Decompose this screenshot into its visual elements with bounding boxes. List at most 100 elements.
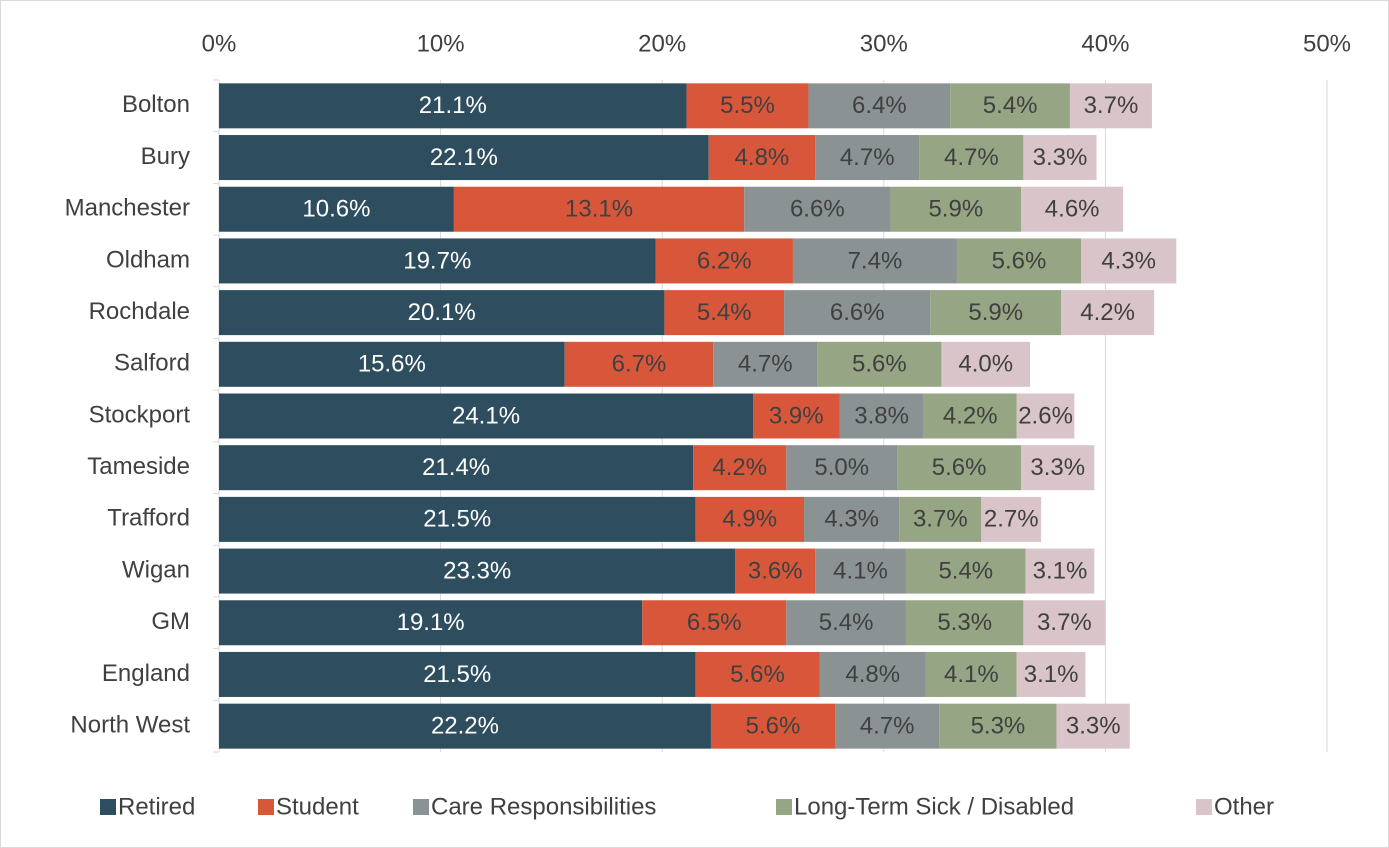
data-label: 5.0% (814, 454, 869, 481)
bar-segment (899, 496, 982, 542)
data-label: 4.1% (944, 661, 999, 688)
bar-segment (219, 135, 709, 181)
data-label: 6.2% (697, 247, 752, 274)
bar-segment (905, 600, 1024, 646)
data-label: 5.5% (720, 92, 775, 119)
y-tick-label: Wigan (122, 556, 190, 583)
bar-segment (693, 445, 787, 491)
data-label: 6.7% (612, 351, 667, 378)
data-label: 3.7% (913, 506, 968, 533)
bar-segment (930, 290, 1062, 336)
data-label: 20.1% (408, 299, 476, 326)
bar-segment (897, 445, 1022, 491)
y-tick-label: England (102, 660, 190, 687)
bar-segment (664, 290, 785, 336)
bar-segment (219, 238, 656, 284)
y-tick-label: North West (70, 711, 190, 738)
bar-segment (710, 703, 836, 749)
legend-swatch (413, 799, 429, 815)
data-label: 4.0% (958, 351, 1013, 378)
bar-segment (792, 238, 957, 284)
bar-segment (839, 393, 924, 439)
bar-segment (1016, 651, 1086, 697)
data-label: 6.6% (830, 299, 885, 326)
bar-segment (453, 186, 745, 232)
y-tick-label: GM (151, 608, 190, 635)
data-label: 5.4% (697, 299, 752, 326)
bar-segment (1069, 83, 1152, 129)
data-label: 5.4% (983, 92, 1038, 119)
bar-segment (219, 445, 694, 491)
data-label: 6.4% (852, 92, 907, 119)
data-label: 3.1% (1024, 661, 1079, 688)
data-label: 5.6% (992, 247, 1047, 274)
data-label: 10.6% (302, 196, 370, 223)
bar-segment (219, 651, 696, 697)
x-tick-label: 30% (860, 30, 908, 57)
bar-segment (786, 600, 906, 646)
bar-segment (1023, 135, 1097, 181)
data-label: 21.5% (423, 506, 491, 533)
bar-segment (219, 290, 665, 336)
bar-segment (815, 135, 920, 181)
bar-segment (1025, 548, 1095, 594)
legend-label: Retired (118, 793, 195, 820)
legend-label: Student (276, 793, 359, 820)
data-label: 4.7% (840, 144, 895, 171)
data-label: 5.9% (968, 299, 1023, 326)
data-label: 4.7% (944, 144, 999, 171)
bar-segment (941, 341, 1031, 387)
x-tick-label: 0% (202, 30, 237, 57)
data-label: 5.3% (971, 712, 1026, 739)
bar-segment (713, 341, 818, 387)
data-label: 3.3% (1030, 454, 1085, 481)
bar-segment (564, 341, 714, 387)
bar-segment (219, 703, 711, 749)
x-tick-label: 40% (1081, 30, 1129, 57)
bar-segment (981, 496, 1042, 542)
bar-segment (686, 83, 809, 129)
data-label: 3.8% (854, 402, 909, 429)
data-label: 19.7% (403, 247, 471, 274)
y-tick-label: Rochdale (89, 298, 190, 325)
legend-swatch (258, 799, 274, 815)
data-label: 2.7% (984, 506, 1039, 533)
data-label: 4.7% (738, 351, 793, 378)
data-label: 5.6% (746, 712, 801, 739)
bar-segment (890, 186, 1022, 232)
data-label: 7.4% (848, 247, 903, 274)
bar-segment (708, 135, 816, 181)
bar-segment (950, 83, 1070, 129)
bar-segment (219, 83, 687, 129)
legend-label: Long-Term Sick / Disabled (794, 793, 1074, 820)
data-label: 3.6% (748, 557, 803, 584)
bar-segment (939, 703, 1057, 749)
data-label: 3.9% (769, 402, 824, 429)
data-label: 6.5% (687, 609, 742, 636)
bar-segment (695, 651, 820, 697)
data-label: 3.7% (1084, 92, 1139, 119)
legend-label: Care Responsibilities (431, 793, 656, 820)
data-label: 5.3% (937, 609, 992, 636)
data-label: 24.1% (452, 402, 520, 429)
data-label: 5.4% (819, 609, 874, 636)
data-label: 5.6% (852, 351, 907, 378)
data-label: 4.2% (943, 402, 998, 429)
y-tick-label: Salford (114, 350, 190, 377)
legend-swatch (776, 799, 792, 815)
y-tick-label: Stockport (89, 401, 191, 428)
data-label: 3.1% (1033, 557, 1088, 584)
bar-segment (956, 238, 1082, 284)
legend-swatch (1196, 799, 1212, 815)
data-label: 21.1% (419, 92, 487, 119)
data-label: 15.6% (358, 351, 426, 378)
legend-label: Other (1214, 793, 1274, 820)
bar-segment (905, 548, 1026, 594)
bar-segment (655, 238, 793, 284)
y-tick-label: Manchester (65, 195, 190, 222)
bar-segment (735, 548, 816, 594)
bar-segment (1081, 238, 1177, 284)
data-label: 3.3% (1033, 144, 1088, 171)
data-label: 19.1% (397, 609, 465, 636)
bar-segment (835, 703, 940, 749)
